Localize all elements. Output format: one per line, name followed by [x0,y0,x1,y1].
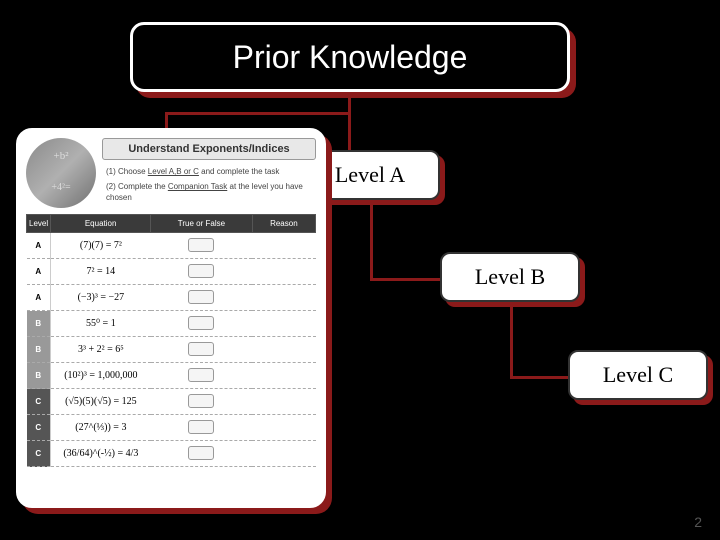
level-b-box: Level B [440,252,580,302]
table-row: A(−3)³ = −27 [27,285,316,311]
cell-level: B [27,363,51,389]
connector [370,200,373,278]
connector [165,112,351,115]
col-reason: Reason [252,215,315,233]
cell-equation: (36/64)^(-½) = 4/3 [51,441,151,467]
cell-equation: 7² = 14 [51,259,151,285]
worksheet-table: Level Equation True or False Reason A(7)… [26,214,316,467]
cell-tf [151,259,253,285]
cell-reason [252,389,315,415]
cell-equation: 55⁰ = 1 [51,311,151,337]
table-row: A7² = 14 [27,259,316,285]
col-equation: Equation [51,215,151,233]
cell-reason [252,285,315,311]
cell-tf [151,285,253,311]
level-b-label: Level B [475,264,545,290]
cell-tf [151,363,253,389]
worksheet-instruction-1: (1) Choose Level A,B or C and complete t… [102,164,316,179]
page-number: 2 [694,514,702,530]
cell-reason [252,233,315,259]
table-row: C(√5)(5)(√5) = 125 [27,389,316,415]
cell-reason [252,363,315,389]
cell-reason [252,441,315,467]
cell-level: A [27,285,51,311]
cell-level: B [27,311,51,337]
cell-equation: (7)(7) = 7² [51,233,151,259]
cell-level: C [27,441,51,467]
connector [348,112,351,152]
connector [510,376,570,379]
table-row: B3³ + 2² = 6⁵ [27,337,316,363]
table-row: C(27^(⅓)) = 3 [27,415,316,441]
cell-tf [151,311,253,337]
worksheet-header: Understand Exponents/Indices (1) Choose … [26,138,316,208]
worksheet-title-block: Understand Exponents/Indices (1) Choose … [102,138,316,206]
level-c-box: Level C [568,350,708,400]
table-row: B55⁰ = 1 [27,311,316,337]
cell-equation: (27^(⅓)) = 3 [51,415,151,441]
cell-equation: 3³ + 2² = 6⁵ [51,337,151,363]
cell-tf [151,233,253,259]
table-row: A(7)(7) = 7² [27,233,316,259]
cell-reason [252,259,315,285]
cell-reason [252,415,315,441]
worksheet-thumbnail: Understand Exponents/Indices (1) Choose … [16,128,326,508]
cell-equation: (√5)(5)(√5) = 125 [51,389,151,415]
cell-tf [151,337,253,363]
table-row: B(10²)³ = 1,000,000 [27,363,316,389]
cell-reason [252,311,315,337]
cell-equation: (−3)³ = −27 [51,285,151,311]
cell-level: B [27,337,51,363]
col-tf: True or False [151,215,253,233]
cell-level: A [27,233,51,259]
level-c-label: Level C [603,362,673,388]
level-a-label: Level A [335,162,405,188]
cell-level: C [27,389,51,415]
col-level: Level [27,215,51,233]
worksheet-circle-icon [26,138,96,208]
cell-tf [151,415,253,441]
cell-level: C [27,415,51,441]
cell-equation: (10²)³ = 1,000,000 [51,363,151,389]
worksheet-title: Understand Exponents/Indices [102,138,316,160]
cell-tf [151,441,253,467]
table-row: C(36/64)^(-½) = 4/3 [27,441,316,467]
cell-tf [151,389,253,415]
page-title: Prior Knowledge [233,39,468,76]
connector [348,92,351,112]
connector [510,302,513,376]
cell-level: A [27,259,51,285]
title-box: Prior Knowledge [130,22,570,92]
connector [370,278,442,281]
worksheet-instruction-2: (2) Complete the Companion Task at the l… [102,179,316,205]
cell-reason [252,337,315,363]
